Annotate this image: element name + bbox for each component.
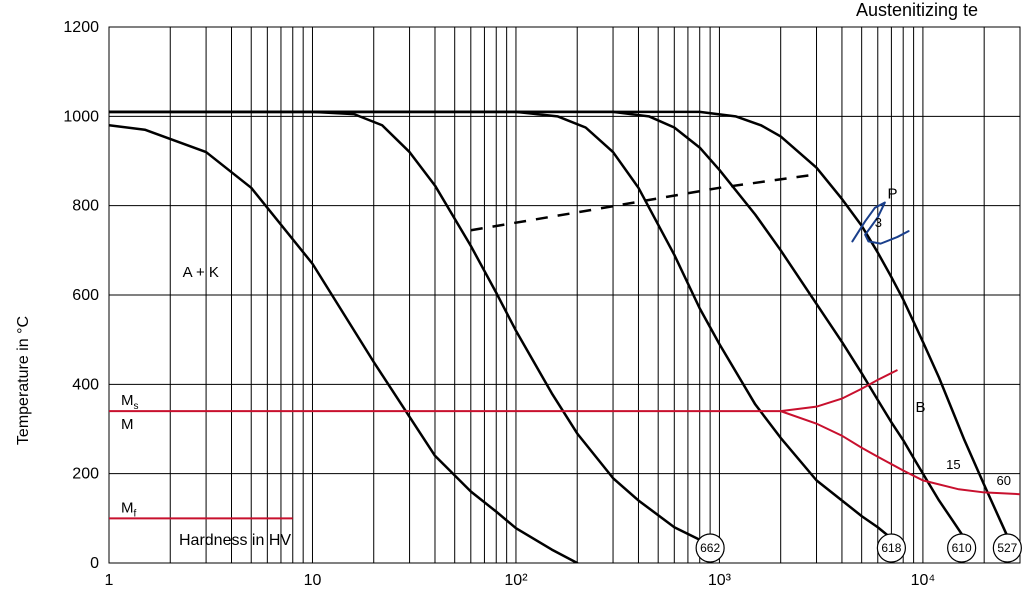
- label-b: B: [916, 399, 926, 416]
- y-axis-title: Temperature in °C: [15, 316, 32, 445]
- label-m: M: [121, 416, 134, 433]
- chart-background: [0, 0, 1024, 595]
- legend-hardness: Hardness in HV: [179, 532, 291, 549]
- hardness-value: 527: [997, 541, 1017, 555]
- svg-text:10: 10: [304, 572, 322, 589]
- svg-text:400: 400: [72, 376, 99, 393]
- svg-text:0: 0: [90, 555, 99, 572]
- svg-text:600: 600: [72, 287, 99, 304]
- hardness-value: 618: [881, 541, 901, 555]
- svg-text:1200: 1200: [63, 19, 99, 36]
- hardness-value: 610: [952, 541, 972, 555]
- svg-text:800: 800: [72, 198, 99, 215]
- svg-text:1000: 1000: [63, 108, 99, 125]
- label-a-plus-k: A + K: [183, 264, 219, 281]
- label-15: 15: [946, 457, 960, 472]
- cct-chart: 0 200 400 600 800 1000 1200 1 10 10² 10³ 10⁴ Tempera…: [0, 0, 1024, 595]
- hardness-value: 662: [700, 541, 720, 555]
- title-cutoff: Austenitizing te: [856, 0, 978, 20]
- label-p: P: [888, 186, 898, 203]
- label-60: 60: [997, 473, 1011, 488]
- svg-text:10²: 10²: [504, 572, 528, 589]
- label-p-3: 3: [875, 215, 882, 230]
- svg-text:200: 200: [72, 466, 99, 483]
- svg-text:10⁴: 10⁴: [911, 572, 936, 589]
- svg-text:10³: 10³: [708, 572, 732, 589]
- svg-text:1: 1: [105, 572, 114, 589]
